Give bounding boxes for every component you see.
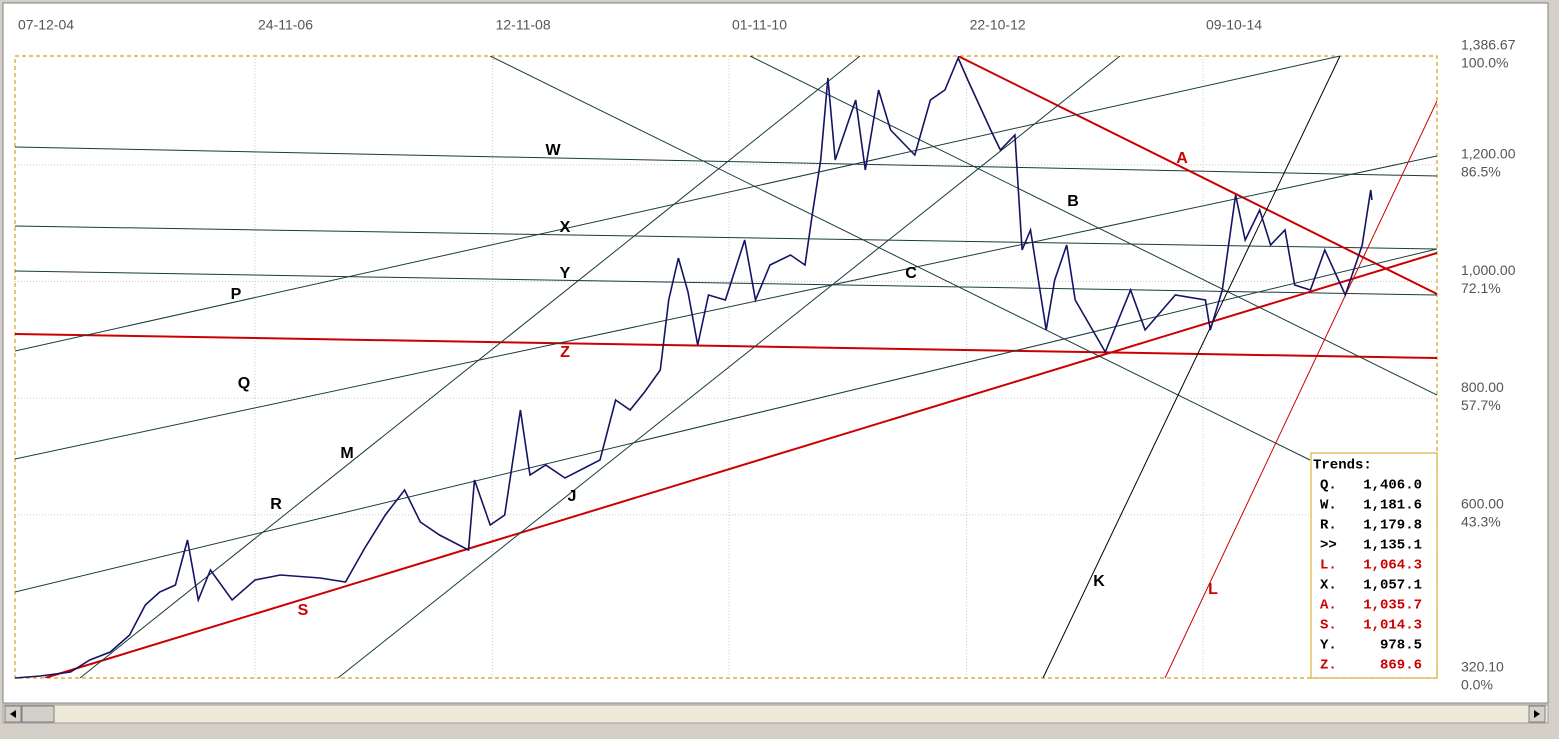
trend-line xyxy=(15,270,1437,296)
y-tick-label: 1,386.67 xyxy=(1461,37,1516,53)
table-row-label: X. xyxy=(1320,578,1337,594)
y-percent-label: 86.5% xyxy=(1461,164,1501,180)
trend-label: J xyxy=(568,488,577,505)
trend-label: R xyxy=(270,496,282,513)
table-row-label: Y. xyxy=(1320,638,1337,654)
trend-label: Y xyxy=(560,265,571,282)
y-tick-label: 1,200.00 xyxy=(1461,146,1516,162)
trend-label: W xyxy=(545,142,561,159)
trend-label: B xyxy=(1067,193,1079,210)
trend-line xyxy=(749,56,1437,396)
scrollbar[interactable] xyxy=(2,704,1549,724)
trend-line xyxy=(15,248,1437,593)
chart-background xyxy=(2,2,1549,704)
trend-line xyxy=(1164,100,1437,678)
table-row-value: 978.5 xyxy=(1380,638,1422,654)
x-tick-label: 07-12-04 xyxy=(18,17,74,33)
trend-line xyxy=(337,56,1121,678)
grid xyxy=(15,56,1437,678)
trend-label: L xyxy=(1208,581,1218,598)
trend-label: Z xyxy=(560,344,570,361)
table-row-label: W. xyxy=(1320,498,1337,514)
price-line xyxy=(14,55,1373,679)
table-row-value: 1,135.1 xyxy=(1363,538,1422,554)
trend-label: Q xyxy=(238,375,250,392)
arrow-left xyxy=(10,710,16,718)
y-percent-label: 57.7% xyxy=(1461,397,1501,413)
table-row-label: Q. xyxy=(1320,478,1337,494)
y-percent-label: 72.1% xyxy=(1461,280,1501,296)
table-row-value: 1,181.6 xyxy=(1363,498,1422,514)
x-tick-label: 09-10-14 xyxy=(1206,17,1262,33)
table-row-value: 1,035.7 xyxy=(1363,598,1422,614)
table-row-value: 1,014.3 xyxy=(1363,618,1422,634)
plot-frame xyxy=(14,55,1438,679)
trend-line xyxy=(44,252,1437,678)
trend-label: S xyxy=(298,602,309,619)
x-tick-label: 01-11-10 xyxy=(732,17,787,33)
trend-line xyxy=(15,155,1437,460)
table-row-value: 1,406.0 xyxy=(1363,478,1422,494)
y-tick-label: 800.00 xyxy=(1461,379,1504,395)
trend-label: M xyxy=(340,445,353,462)
labels: 07-12-04 24-11-06 12-11-08 01-11-10 22-10-12… xyxy=(18,17,1516,693)
trend-line xyxy=(15,56,1341,352)
table-row-value: 1,179.8 xyxy=(1363,518,1422,534)
trend-line xyxy=(15,225,1437,250)
y-percent-label: 0.0% xyxy=(1461,677,1493,693)
trend-line xyxy=(489,56,1311,461)
trend-line xyxy=(1042,56,1341,678)
trend-label: P xyxy=(231,286,242,303)
table-title: Trends: xyxy=(1313,458,1372,474)
table-row-value: 1,057.1 xyxy=(1363,578,1422,594)
trend-lines xyxy=(15,56,1437,678)
x-tick-label: 24-11-06 xyxy=(258,17,313,33)
table-row-label: Z. xyxy=(1320,658,1337,674)
trend-line xyxy=(79,56,861,678)
trend-label: A xyxy=(1176,150,1188,167)
x-tick-label: 22-10-12 xyxy=(970,17,1026,33)
y-tick-label: 320.10 xyxy=(1461,659,1504,675)
series xyxy=(14,55,1373,679)
table-row-label: S. xyxy=(1320,618,1337,634)
scroll-track[interactable] xyxy=(2,704,1549,724)
trend-line xyxy=(15,146,1437,177)
scroll-thumb[interactable] xyxy=(21,705,55,723)
y-percent-label: 100.0% xyxy=(1461,55,1508,71)
arrow-right xyxy=(1534,710,1540,718)
trend-label: C xyxy=(905,265,917,282)
table-row-label: A. xyxy=(1320,598,1337,614)
trends-table: Trends: Q. 1,406.0 W. 1,181.6 R. 1,179.8 >> 1,1… xyxy=(1310,452,1438,679)
table-row-value: 1,064.3 xyxy=(1363,558,1422,574)
y-percent-label: 43.3% xyxy=(1461,513,1501,529)
trend-label: X xyxy=(560,219,571,236)
table-row-label: R. xyxy=(1320,518,1337,534)
table-row-label: L. xyxy=(1320,558,1337,574)
trend-line xyxy=(957,56,1437,295)
y-tick-label: 600.00 xyxy=(1461,495,1504,511)
trend-line xyxy=(15,333,1437,359)
table-row-value: 869.6 xyxy=(1380,658,1422,674)
y-tick-label: 1,000.00 xyxy=(1461,262,1516,278)
x-tick-label: 12-11-08 xyxy=(496,17,551,33)
table-row-label: >> xyxy=(1320,538,1337,554)
table-box xyxy=(1310,452,1438,679)
trend-label: K xyxy=(1093,573,1105,590)
